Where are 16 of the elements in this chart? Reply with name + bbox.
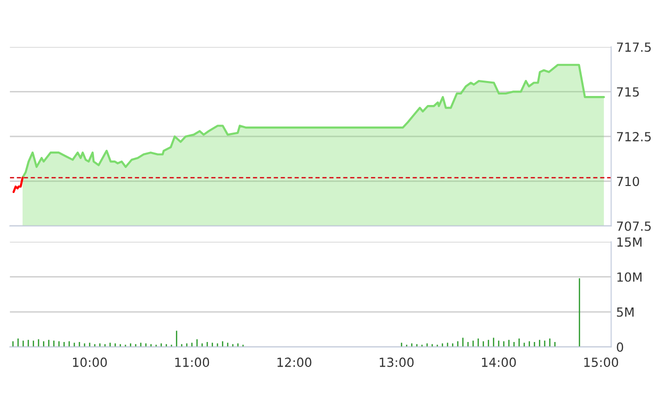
x-tick-label: 11:00 <box>175 358 210 367</box>
x-tick-label: 15:00 <box>584 358 618 367</box>
y-tick-label: 10M <box>617 272 642 282</box>
y-tick-label: 717.5 <box>617 42 651 52</box>
x-tick-label: 14:00 <box>482 358 516 367</box>
y-tick-label: 15M <box>617 237 642 247</box>
y-tick-label: 707.5 <box>617 221 651 231</box>
x-tick-label: 10:00 <box>73 358 107 367</box>
x-tick-label: 13:00 <box>380 358 414 367</box>
y-tick-label: 0 <box>616 342 624 352</box>
y-tick-label: 5M <box>616 308 634 317</box>
x-tick-label: 12:00 <box>278 358 312 367</box>
y-tick-label: 710 <box>617 176 640 186</box>
line-series <box>12 176 24 194</box>
y-tick-label: 715 <box>617 87 639 97</box>
y-tick-label: 712.5 <box>617 132 651 142</box>
